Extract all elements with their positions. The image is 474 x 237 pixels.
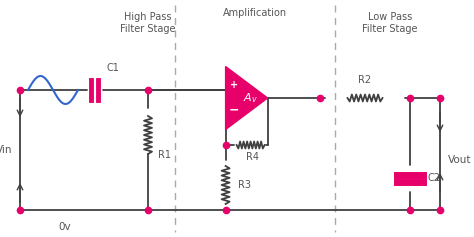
Text: Amplification: Amplification — [223, 8, 287, 18]
Text: C2: C2 — [428, 173, 441, 183]
Text: R3: R3 — [237, 180, 251, 190]
Text: High Pass
Filter Stage: High Pass Filter Stage — [120, 12, 176, 34]
Text: 0v: 0v — [59, 222, 71, 232]
Text: R1: R1 — [158, 150, 171, 160]
Text: −: − — [228, 104, 239, 117]
Text: Vin: Vin — [0, 145, 12, 155]
Text: Vout: Vout — [448, 155, 472, 165]
Text: $A_v$: $A_v$ — [243, 91, 257, 105]
Polygon shape — [226, 67, 268, 129]
Text: R4: R4 — [246, 152, 259, 162]
Text: C1: C1 — [107, 63, 120, 73]
Text: Low Pass
Filter Stage: Low Pass Filter Stage — [362, 12, 418, 34]
Text: R2: R2 — [358, 75, 372, 85]
Text: +: + — [229, 80, 237, 90]
